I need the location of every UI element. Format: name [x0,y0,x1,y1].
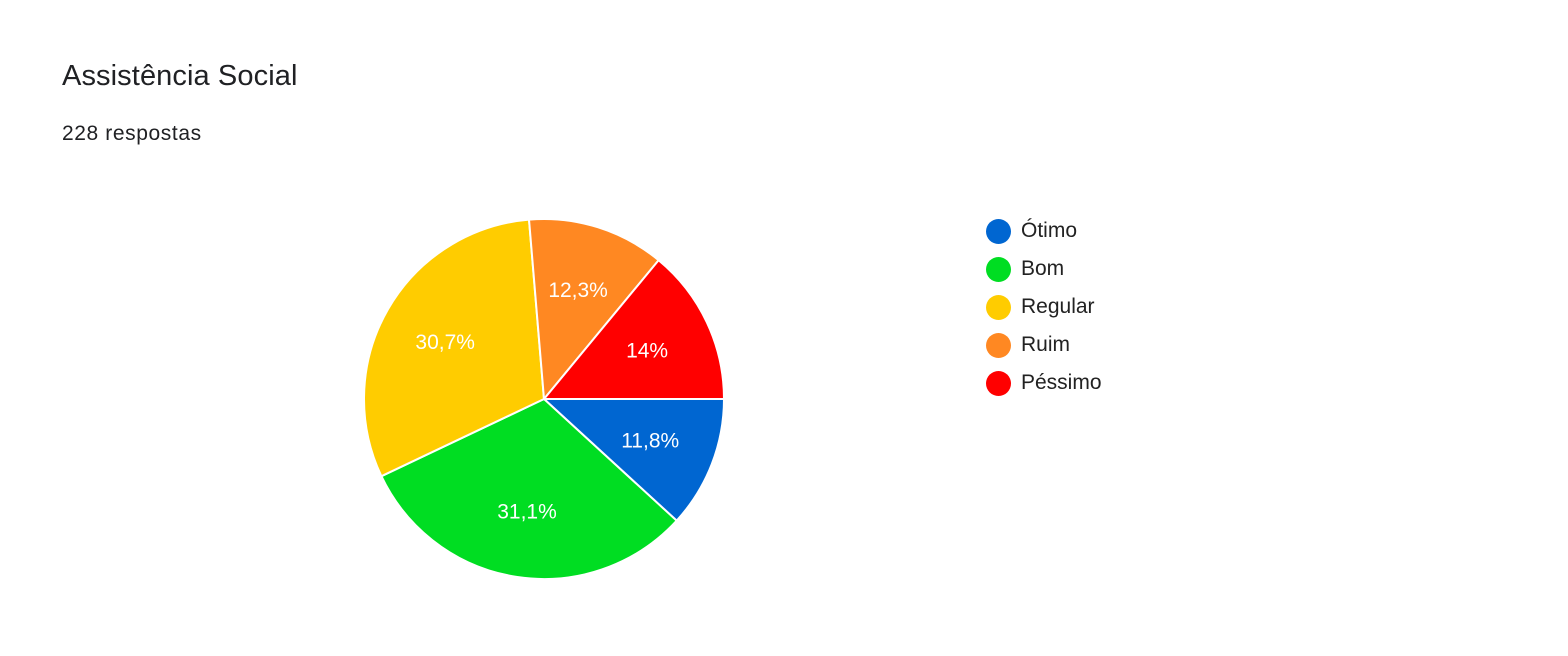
legend-swatch-bom [986,256,1011,282]
slice-label-regular: 30,7% [415,331,475,354]
legend-item-pessimo[interactable]: Péssimo [986,364,1102,402]
legend-label-bom: Bom [1021,257,1065,280]
slice-label-ruim: 12,3% [548,279,608,302]
slice-label-bom: 31,1% [497,501,557,524]
slice-label-otimo: 11,8% [621,429,679,452]
legend-label-regular: Regular [1021,295,1095,318]
pie-slice-otimo[interactable] [543,398,725,522]
slice-label-pessimo: 14% [626,339,668,362]
legend-swatch-regular [986,294,1011,320]
legend-item-bom[interactable]: Bom [986,250,1102,288]
legend-item-ruim[interactable]: Ruim [986,326,1102,364]
legend-label-ruim: Ruim [1021,333,1071,356]
pie-slice-bom[interactable] [380,398,678,580]
legend-item-otimo[interactable]: Ótimo [986,212,1102,250]
legend-swatch-ruim [986,332,1011,358]
chart-title: Assistência Social [62,60,298,92]
pie-slice-regular[interactable] [363,218,545,478]
legend-label-otimo: Ótimo [1021,219,1078,242]
response-count: 228 respostas [62,122,202,145]
pie-slice-ruim[interactable] [528,218,660,400]
chart-legend: Ótimo Bom Regular Ruim Péssimo [986,212,1102,402]
legend-label-pessimo: Péssimo [1021,371,1102,394]
pie-slice-pessimo[interactable] [543,259,725,400]
legend-item-regular[interactable]: Regular [986,288,1102,326]
legend-swatch-otimo [986,218,1011,244]
legend-swatch-pessimo [986,370,1011,396]
